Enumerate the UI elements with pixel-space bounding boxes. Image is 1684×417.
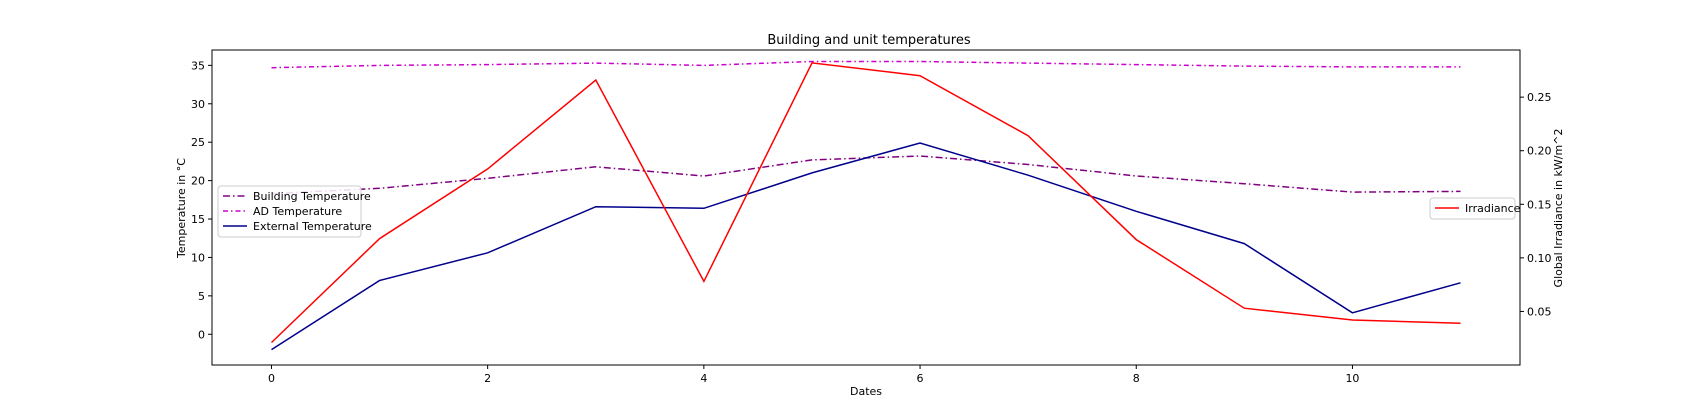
- y-left-tick-label-7: 35: [191, 59, 205, 72]
- y-left-tick-label-6: 30: [191, 98, 205, 111]
- x-tick-label-4: 8: [1133, 372, 1140, 385]
- y-left-tick-label-2: 10: [191, 251, 205, 264]
- legend-label-1: AD Temperature: [253, 205, 342, 218]
- y-right-tick-label-0: 0.05: [1527, 305, 1552, 318]
- y-left-tick-label-4: 20: [191, 175, 205, 188]
- y-axis-left: 0 5 10 15 20 25 30 35: [191, 59, 212, 341]
- y-right-tick-label-1: 0.10: [1527, 252, 1552, 265]
- plot-lines: [270, 60, 1461, 351]
- y-left-tick-label-1: 5: [198, 290, 205, 303]
- x-axis: 0 2 4 6 8 10: [268, 365, 1359, 385]
- legend-right: Irradiance: [1429, 197, 1521, 220]
- y-axis-right: 0.05 0.10 0.15 0.20 0.25: [1520, 91, 1552, 318]
- legend-label-0: Building Temperature: [253, 190, 371, 203]
- legend-label-2: External Temperature: [253, 220, 372, 233]
- x-tick-label-1: 2: [484, 372, 491, 385]
- y-right-tick-label-4: 0.25: [1527, 91, 1552, 104]
- y-left-tick-label-5: 25: [191, 136, 205, 149]
- series-line-0: [271, 155, 1461, 195]
- y-left-tick-label-0: 0: [198, 328, 205, 341]
- y-left-tick-label-3: 15: [191, 213, 205, 226]
- chart-title: Building and unit temperatures: [767, 33, 970, 48]
- legend-right-box: [1429, 197, 1516, 220]
- legend-left: Building Temperature AD Temperature Extern…: [217, 185, 372, 238]
- y-right-tick-label-2: 0.15: [1527, 198, 1552, 211]
- legend-left-box: [217, 185, 362, 238]
- series-line-3: [270, 62, 1461, 344]
- legend-label-3: Irradiance: [1465, 202, 1521, 215]
- plot-frame: [211, 49, 1521, 366]
- y-right-tick-label-3: 0.20: [1527, 145, 1552, 158]
- x-tick-label-2: 4: [700, 372, 707, 385]
- x-tick-label-0: 0: [268, 372, 275, 385]
- y-axis-label-right: Global Irradiance in kW/m^2: [1552, 129, 1565, 288]
- series-line-2: [271, 142, 1461, 351]
- x-tick-label-3: 6: [917, 372, 924, 385]
- x-axis-label: Dates: [850, 385, 882, 398]
- y-axis-label-left: Temperature in °C: [175, 158, 188, 259]
- x-tick-label-5: 10: [1345, 372, 1359, 385]
- series-line-1: [271, 60, 1461, 69]
